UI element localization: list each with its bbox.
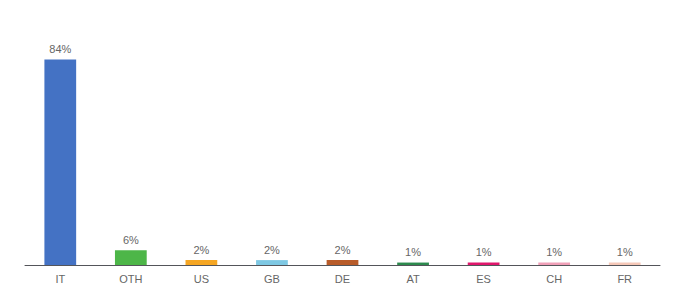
svg-text:ES: ES bbox=[476, 273, 491, 285]
svg-text:1%: 1% bbox=[617, 246, 633, 258]
svg-text:1%: 1% bbox=[476, 246, 492, 258]
svg-text:IT: IT bbox=[55, 273, 65, 285]
svg-text:DE: DE bbox=[335, 273, 350, 285]
svg-text:1%: 1% bbox=[546, 246, 562, 258]
svg-text:US: US bbox=[194, 273, 209, 285]
svg-text:FR: FR bbox=[617, 273, 632, 285]
svg-text:1%: 1% bbox=[405, 246, 421, 258]
svg-text:GB: GB bbox=[264, 273, 280, 285]
svg-text:CH: CH bbox=[546, 273, 562, 285]
svg-text:2%: 2% bbox=[264, 244, 280, 256]
svg-text:2%: 2% bbox=[335, 244, 351, 256]
svg-text:84%: 84% bbox=[49, 43, 71, 55]
svg-text:AT: AT bbox=[406, 273, 420, 285]
svg-text:6%: 6% bbox=[123, 234, 139, 246]
svg-text:OTH: OTH bbox=[119, 273, 142, 285]
svg-text:2%: 2% bbox=[193, 244, 209, 256]
